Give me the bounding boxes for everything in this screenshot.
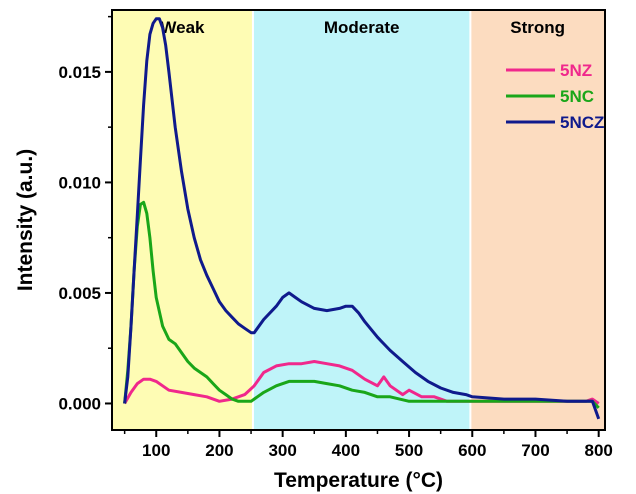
series-lines <box>123 17 601 420</box>
y-tick-label: 0.005 <box>58 284 101 303</box>
x-tick-label: 500 <box>395 441 423 460</box>
x-tick-label: 800 <box>584 441 612 460</box>
y-tick-label: 0.000 <box>58 394 101 413</box>
region-label-strong: Strong <box>510 18 565 37</box>
x-axis-title: Temperature (°C) <box>274 469 443 492</box>
region-weak <box>112 10 253 430</box>
x-tick-label: 600 <box>458 441 486 460</box>
x-tick-label: 200 <box>205 441 233 460</box>
region-strong <box>470 10 605 430</box>
region-label-moderate: Moderate <box>324 18 400 37</box>
x-tick-label: 400 <box>332 441 360 460</box>
legend: 5NZ 5NC 5NCZ <box>506 61 604 132</box>
legend-label-5ncz: 5NCZ <box>560 113 604 132</box>
y-axis-ticks: 0.000 0.005 0.010 0.015 <box>58 15 112 413</box>
y-axis-title: Intensity (a.u.) <box>14 149 37 291</box>
y-tick-label: 0.010 <box>58 173 101 192</box>
region-backgrounds <box>112 10 605 430</box>
region-moderate <box>252 10 471 430</box>
x-axis-ticks: 100 200 300 400 500 600 700 800 <box>123 430 613 460</box>
x-tick-label: 700 <box>521 441 549 460</box>
region-label-weak: Weak <box>160 18 205 37</box>
legend-label-5nc: 5NC <box>560 87 594 106</box>
series-line-5nc <box>123 200 600 409</box>
x-tick-label: 300 <box>268 441 296 460</box>
x-tick-label: 100 <box>142 441 170 460</box>
legend-label-5nz: 5NZ <box>560 61 592 80</box>
y-tick-label: 0.015 <box>58 63 101 82</box>
plot-frame <box>111 9 606 431</box>
series-line-5ncz <box>123 17 601 420</box>
region-labels: Weak Moderate Strong <box>160 18 565 37</box>
